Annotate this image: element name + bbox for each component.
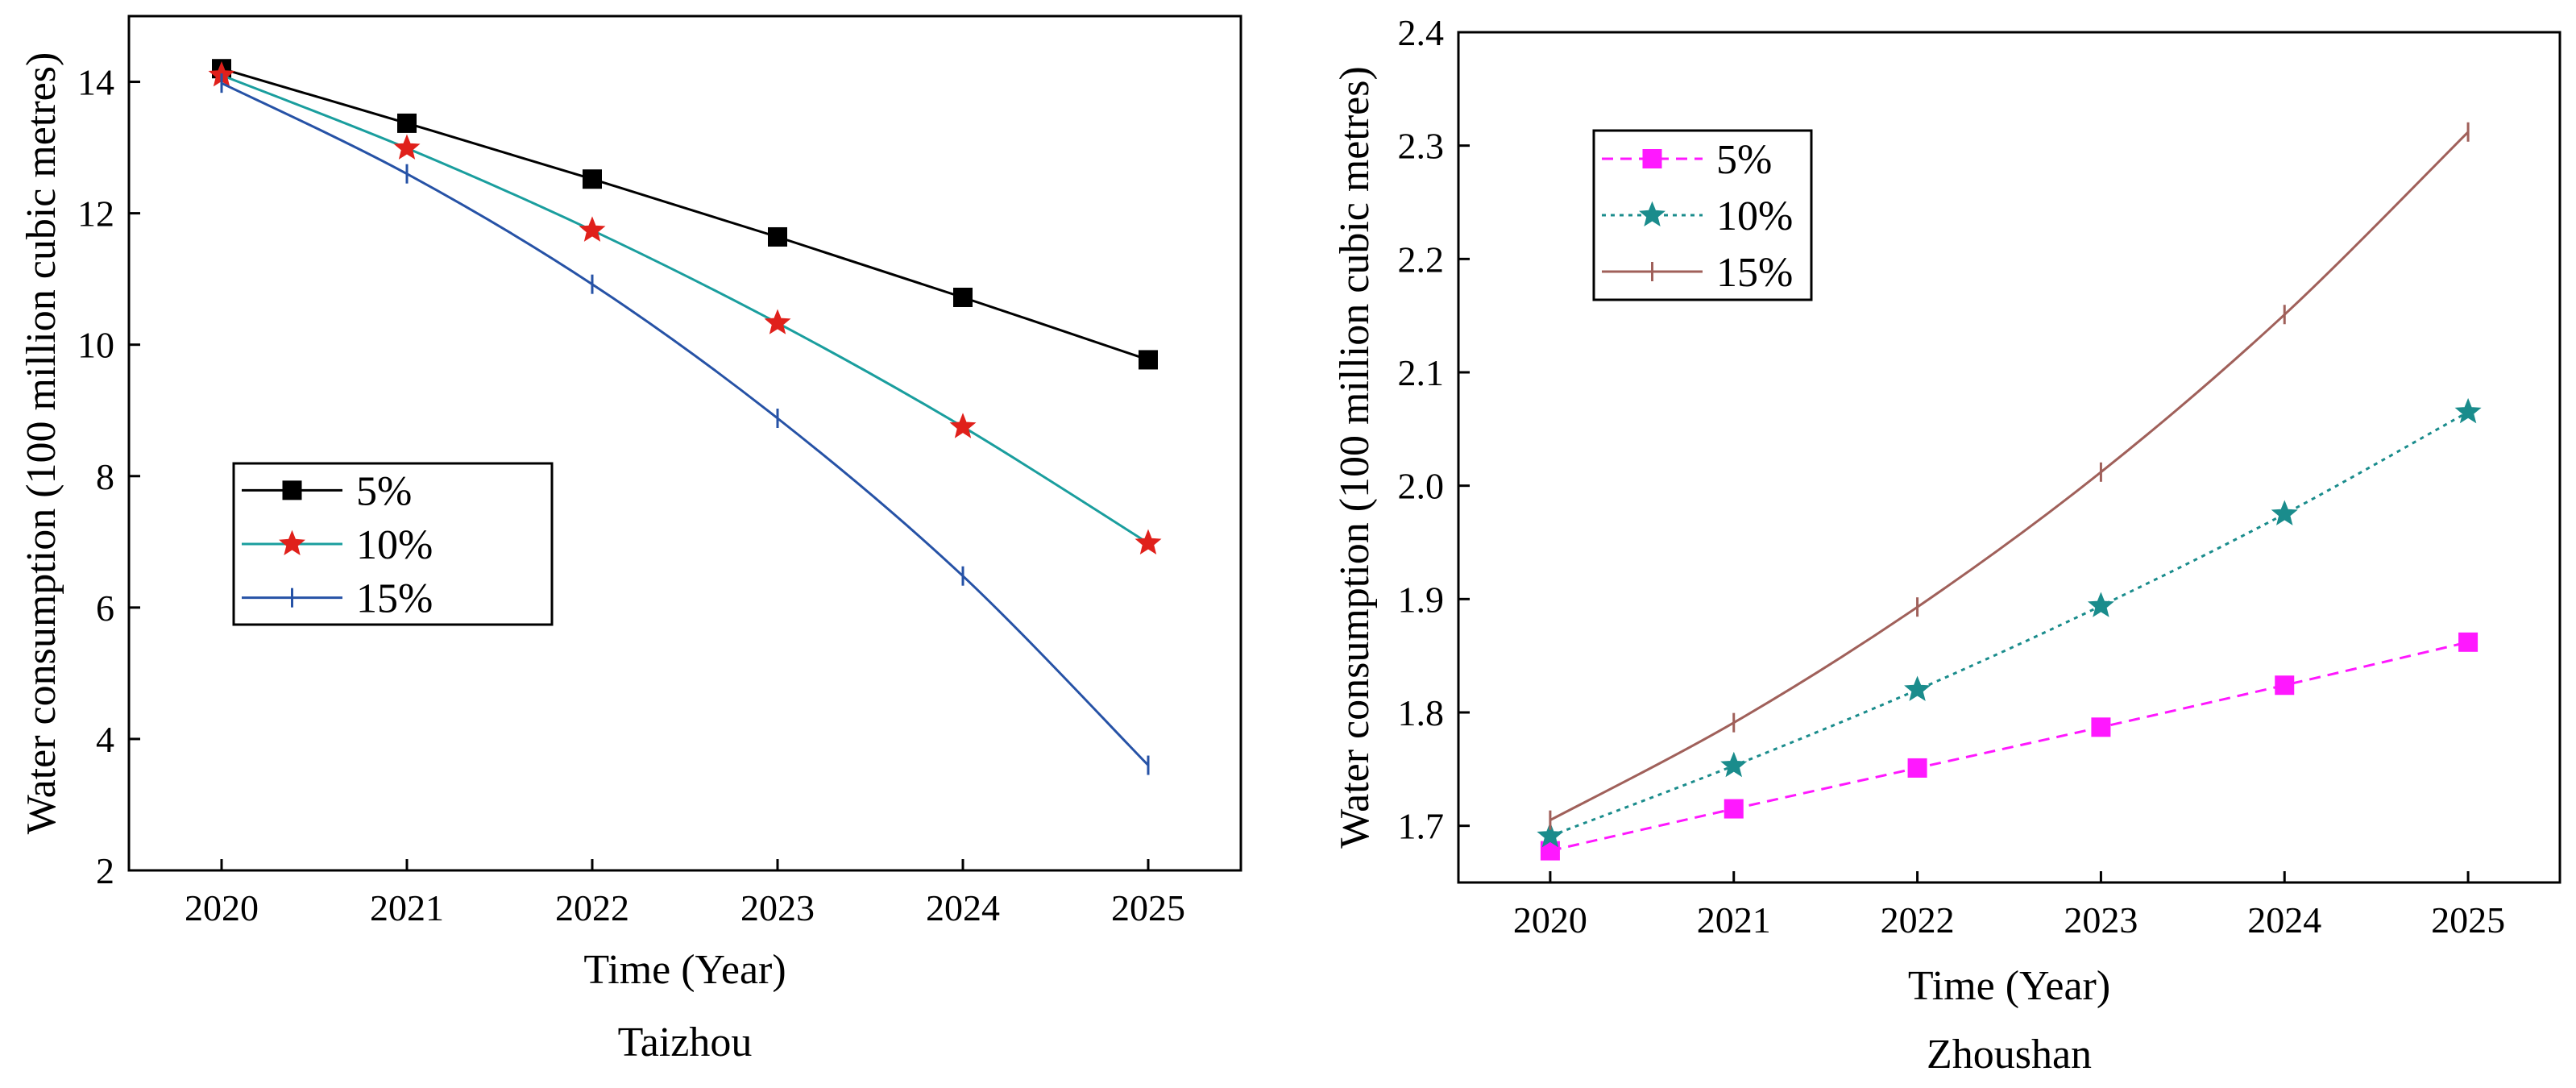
- legend-marker-1: [282, 480, 302, 500]
- plot-frame: [1457, 31, 2561, 884]
- chart-caption: Zhoushan: [1927, 1032, 2092, 1078]
- x-tick-label: 2025: [1111, 887, 1185, 928]
- data-point-s2-2020: [1537, 821, 1564, 848]
- data-point-s1-2023: [2091, 717, 2111, 737]
- y-axis-title: Water consumption (100 million cubic met…: [1332, 66, 1378, 849]
- data-point-s1-2021: [1724, 799, 1744, 819]
- y-tick-label: 2.0: [1398, 466, 1445, 507]
- data-point-s1-2025: [1139, 350, 1158, 370]
- x-tick-label: 2021: [370, 887, 444, 928]
- x-tick-label: 2020: [185, 887, 259, 928]
- data-point-s2-2021: [393, 134, 421, 160]
- x-tick-label: 2023: [2064, 899, 2138, 941]
- data-point-s2-2023: [764, 309, 791, 334]
- legend-label-3: 15%: [1716, 250, 1793, 296]
- x-tick-label: 2025: [2431, 899, 2505, 941]
- data-point-s1-2021: [397, 113, 417, 133]
- y-tick-label: 2.1: [1398, 352, 1445, 393]
- y-tick-label: 1.9: [1398, 579, 1445, 620]
- series-line-1: [1549, 641, 2469, 853]
- chart-panel-1: 2020 2021 2022 2023 2024 2025 2 4 6 8 10 12 14 Time (…: [19, 15, 1242, 1065]
- data-point-s2-2024: [949, 413, 977, 438]
- x-tick-label: 2020: [1513, 899, 1587, 941]
- legend-label-3: 15%: [356, 576, 433, 622]
- y-tick-label: 4: [96, 719, 114, 760]
- x-tick-label: 2022: [1881, 899, 1955, 941]
- legend-label-2: 10%: [1716, 193, 1793, 239]
- data-point-s2-2021: [1720, 751, 1748, 778]
- x-tick-label: 2024: [926, 887, 1000, 928]
- legend-label-1: 5%: [1716, 137, 1772, 183]
- data-point-s1-2024: [2275, 675, 2295, 696]
- y-tick-label: 1.7: [1398, 806, 1445, 847]
- y-tick-label: 6: [96, 588, 114, 629]
- y-tick-label: 12: [77, 193, 114, 235]
- series-line-3: [1549, 131, 2470, 821]
- legend: 5% 10% 15%: [1592, 129, 1813, 301]
- y-tick-label: 8: [96, 456, 114, 497]
- y-tick-label: 2.2: [1398, 239, 1445, 280]
- data-point-s2-2024: [2271, 500, 2298, 525]
- legend: 5% 10% 15%: [232, 462, 554, 626]
- series-line-2: [221, 74, 1149, 545]
- legend-marker-2: [279, 529, 305, 555]
- data-point-s2-2022: [1904, 675, 1931, 701]
- y-tick-label: 2.3: [1398, 126, 1445, 167]
- series-line-1: [221, 67, 1149, 361]
- legend-marker-1: [1642, 149, 1662, 168]
- y-tick-label: 10: [77, 325, 114, 366]
- data-point-s2-2023: [2087, 592, 2114, 617]
- y-tick-label: 1.8: [1398, 692, 1445, 733]
- y-tick-label: 2: [96, 850, 114, 891]
- x-tick-label: 2021: [1697, 899, 1771, 941]
- x-tick-label: 2024: [2247, 899, 2321, 941]
- x-tick-label: 2022: [555, 887, 629, 928]
- y-tick-label: 14: [77, 62, 114, 103]
- x-axis-title: Time (Year): [583, 947, 786, 993]
- data-point-s1-2025: [2458, 632, 2479, 652]
- data-point-s1-2023: [768, 226, 787, 247]
- series-line-2: [1549, 410, 2469, 837]
- legend-label-1: 5%: [356, 468, 412, 514]
- data-point-s1-2024: [953, 287, 973, 307]
- data-point-s2-2025: [2454, 397, 2482, 424]
- plot-frame: [127, 15, 1242, 872]
- chart-panel-2: 2020 2021 2022 2023 2024 2025 1.7 1.8 1.9 2.0 2.1 2…: [1332, 12, 2561, 1078]
- chart-caption: Taizhou: [618, 1019, 753, 1065]
- y-axis-title: Water consumption (100 million cubic met…: [19, 52, 64, 835]
- data-point-s2-2022: [579, 216, 606, 242]
- y-tick-label: 2.4: [1398, 12, 1445, 53]
- legend-marker-2: [1639, 201, 1665, 226]
- data-point-s1-2022: [1907, 758, 1927, 778]
- x-axis-title: Time (Year): [1908, 963, 2110, 1009]
- data-point-s2-2025: [1135, 529, 1162, 554]
- x-tick-label: 2023: [740, 887, 815, 928]
- data-point-s1-2022: [583, 169, 602, 189]
- legend-label-2: 10%: [356, 522, 433, 568]
- series-line-3: [221, 81, 1150, 766]
